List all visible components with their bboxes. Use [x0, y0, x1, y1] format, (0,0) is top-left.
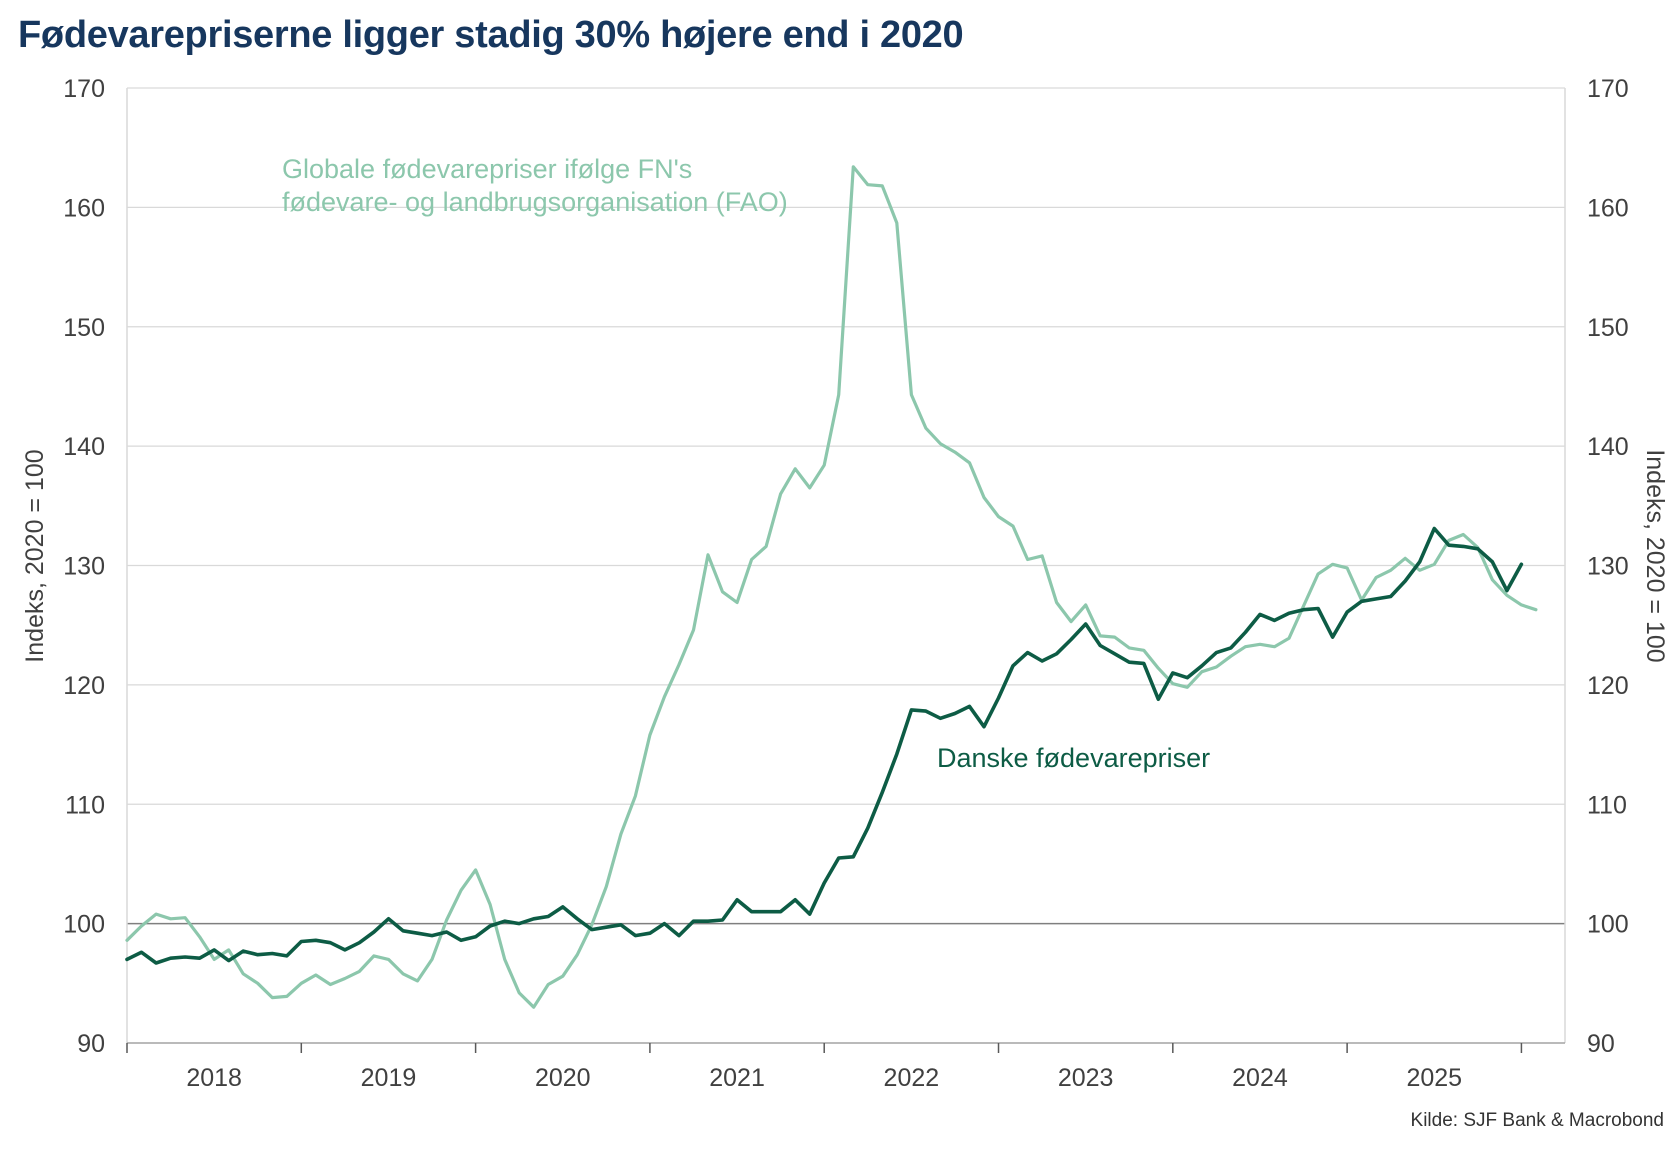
y-tick-label-right: 140 [1587, 433, 1629, 461]
x-tick-label: 2019 [361, 1064, 417, 1092]
series-lines [125, 165, 1538, 1009]
x-tick-label: 2024 [1232, 1064, 1288, 1092]
y-tick-label-left: 130 [63, 553, 105, 581]
danish-series-line [125, 526, 1524, 965]
source-note: Kilde: SJF Bank & Macrobond [1410, 1110, 1664, 1131]
y-tick-label-right: 120 [1587, 672, 1629, 700]
y-axis-label-right: Indeks, 2020 = 100 [1641, 449, 1669, 662]
right-y-axis: 90 100 110 120 130 140 150 160 170 [1587, 75, 1629, 1058]
y-tick-label-right: 150 [1587, 314, 1629, 342]
y-tick-label-left: 160 [63, 194, 105, 222]
y-tick-label-left: 90 [77, 1030, 105, 1058]
y-axis-label-left: Indeks, 2020 = 100 [21, 449, 49, 662]
fao-series-label: fødevare- og landbrugsorganisation (FAO) [282, 187, 788, 217]
y-tick-label-right: 170 [1587, 75, 1629, 103]
y-tick-label-left: 100 [63, 911, 105, 939]
y-tick-label-right: 90 [1587, 1030, 1615, 1058]
fao-series-line [125, 165, 1538, 1009]
fao-series-label: Globale fødevarepriser ifølge FN's [282, 154, 692, 184]
y-tick-label-right: 110 [1587, 791, 1627, 819]
y-tick-label-right: 100 [1587, 911, 1629, 939]
chart-title: Fødevarepriserne ligger stadig 30% højer… [18, 14, 964, 56]
danish-series-label: Danske fødevarepriser [937, 743, 1210, 773]
y-tick-label-left: 170 [63, 75, 105, 103]
y-tick-label-left: 150 [63, 314, 105, 342]
y-tick-label-right: 130 [1587, 553, 1629, 581]
x-tick-label: 2023 [1058, 1064, 1114, 1092]
x-tick-label: 2021 [709, 1064, 765, 1092]
plot-frame [126, 88, 1566, 1043]
x-tick-label: 2025 [1406, 1064, 1462, 1092]
x-tick-label: 2020 [535, 1064, 591, 1092]
x-axis: 2018 2019 2020 2021 2022 2023 2024 2025 [126, 1042, 1565, 1092]
x-tick-label: 2022 [884, 1064, 940, 1092]
y-tick-label-right: 160 [1587, 194, 1629, 222]
y-tick-label-left: 140 [63, 433, 105, 461]
left-y-axis: 90 100 110 120 130 140 150 160 170 [63, 75, 105, 1058]
series-annotations: Globale fødevarepriser ifølge FN'sfødeva… [282, 154, 1210, 773]
y-tick-label-left: 110 [65, 791, 105, 819]
grid-lines [127, 87, 1565, 1044]
y-tick-label-left: 120 [63, 672, 105, 700]
x-tick-label: 2018 [186, 1064, 242, 1092]
